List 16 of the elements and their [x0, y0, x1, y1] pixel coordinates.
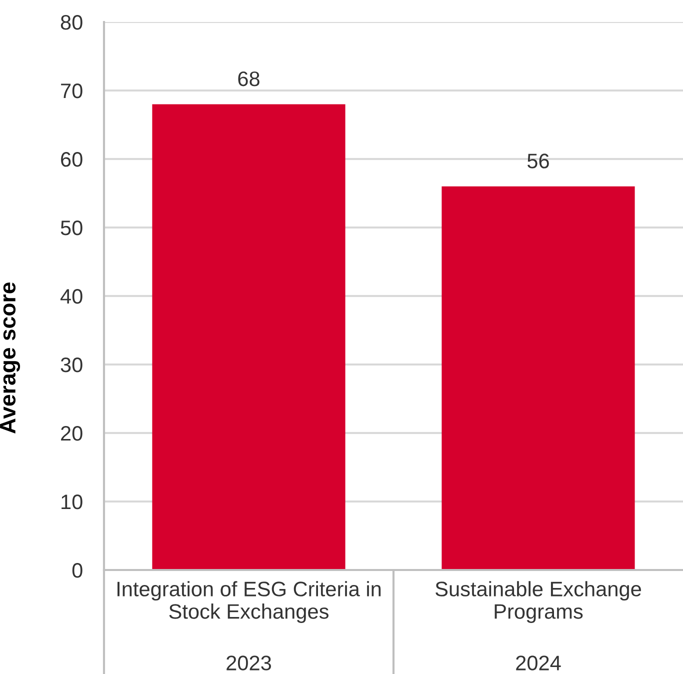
y-tick-label: 80	[60, 15, 82, 30]
y-tick-label: 20	[61, 426, 82, 441]
x-tick-label: Sustainable Exchange Programs	[436, 581, 641, 623]
x-tick-label: Integration of ESG Criteria in Stock Exchanges	[118, 581, 381, 623]
text: 2023	[226, 656, 272, 670]
y-tick-label: 60	[61, 152, 82, 167]
y-tick-label: 10	[62, 494, 82, 510]
y-tick-label: 0	[72, 563, 82, 578]
data-label: 68	[238, 71, 260, 86]
y-tick-label: 50	[60, 220, 82, 236]
y-tick-label: 40	[60, 289, 82, 304]
text: 2024	[516, 656, 561, 670]
data-label: 56	[528, 154, 549, 168]
y-tick-label: 70	[61, 84, 82, 98]
y-tick-label: 30	[60, 358, 82, 372]
y-axis-title: Average score	[0, 282, 20, 434]
